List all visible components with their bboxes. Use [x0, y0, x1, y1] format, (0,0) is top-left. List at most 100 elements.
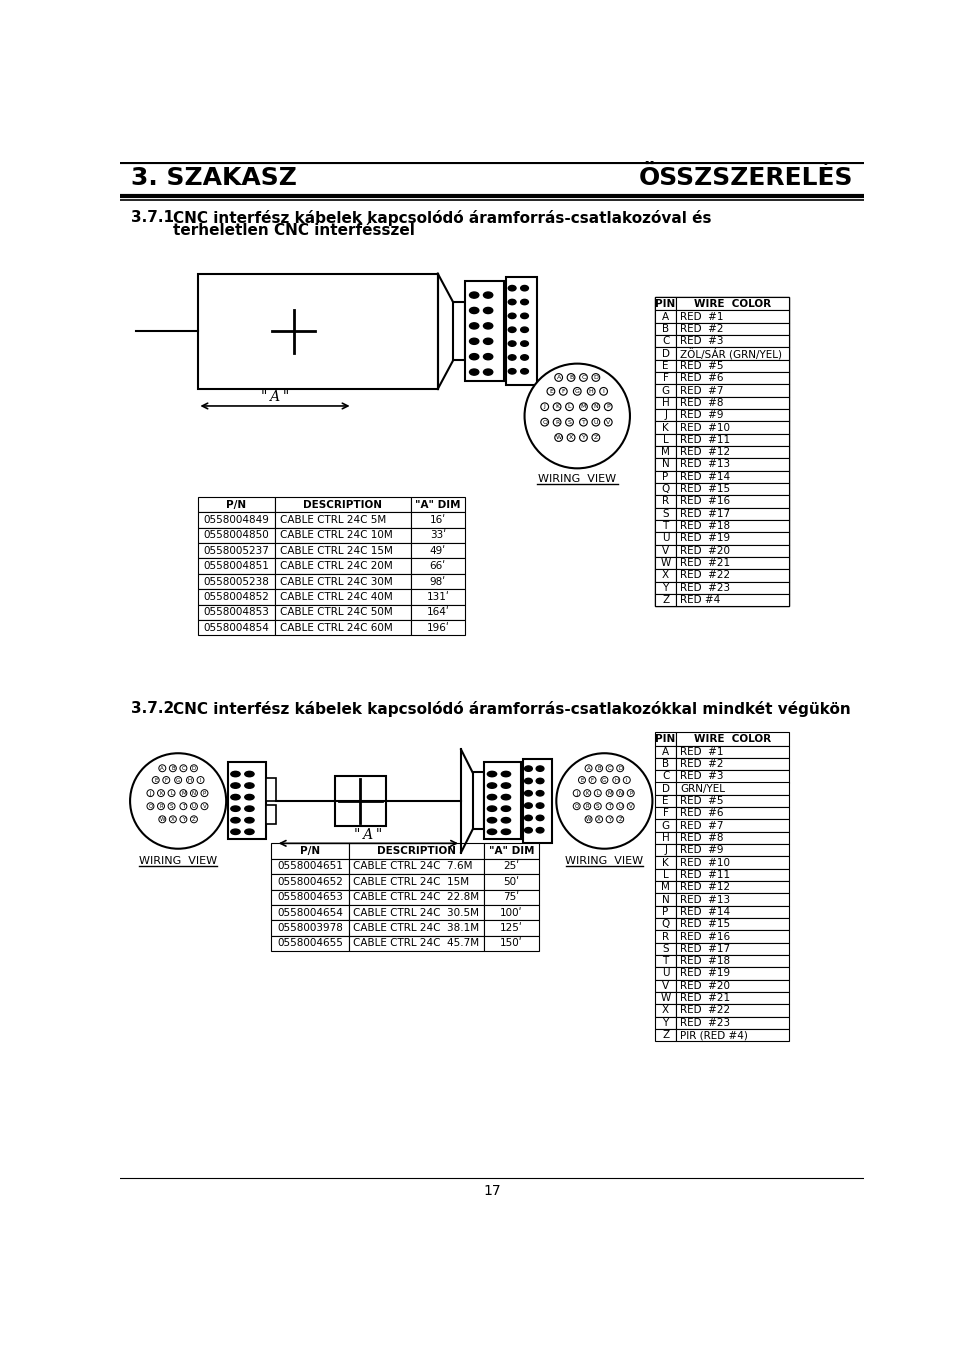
Circle shape: [580, 374, 588, 382]
Circle shape: [565, 418, 573, 426]
Text: CABLE CTRL 24C  15M: CABLE CTRL 24C 15M: [353, 877, 469, 886]
Bar: [677, 1017, 789, 1029]
Ellipse shape: [230, 805, 240, 811]
Bar: [655, 360, 677, 372]
Text: 0558004853: 0558004853: [204, 607, 269, 618]
Text: 0558004850: 0558004850: [204, 530, 269, 541]
Text: R: R: [555, 420, 560, 425]
Text: RED  #17: RED #17: [681, 944, 731, 954]
Text: Y: Y: [662, 583, 669, 592]
Bar: [198, 496, 275, 513]
Bar: [655, 459, 677, 471]
Bar: [275, 573, 411, 590]
Text: RED  #15: RED #15: [681, 919, 731, 929]
Text: N: N: [618, 791, 622, 796]
Circle shape: [594, 789, 601, 797]
Text: T: T: [608, 804, 612, 808]
Text: Q: Q: [575, 804, 579, 808]
Circle shape: [157, 789, 164, 797]
Text: PIN: PIN: [656, 734, 676, 743]
Text: RED  #20: RED #20: [681, 981, 731, 990]
Text: J: J: [543, 405, 545, 409]
Text: 98ʹ: 98ʹ: [430, 576, 445, 587]
Bar: [655, 832, 677, 844]
Text: T: T: [662, 521, 669, 532]
Bar: [348, 874, 484, 889]
Bar: [655, 581, 677, 594]
Text: M: M: [181, 791, 185, 796]
Text: I: I: [626, 777, 628, 782]
Text: G: G: [602, 777, 607, 782]
Text: 0558004852: 0558004852: [204, 592, 269, 602]
Text: D: D: [192, 766, 196, 770]
Circle shape: [606, 816, 613, 823]
Bar: [677, 533, 789, 545]
Circle shape: [153, 777, 159, 784]
Text: L: L: [662, 870, 668, 880]
Text: S: S: [662, 509, 669, 519]
Bar: [655, 881, 677, 893]
Text: M: M: [581, 405, 587, 409]
Text: F: F: [662, 808, 668, 819]
Text: X: X: [569, 434, 573, 440]
Ellipse shape: [230, 772, 240, 777]
Bar: [677, 335, 789, 348]
Bar: [275, 590, 411, 604]
Circle shape: [580, 433, 588, 441]
Text: U: U: [192, 804, 196, 808]
Text: RED  #23: RED #23: [681, 583, 731, 592]
Ellipse shape: [508, 341, 516, 347]
Text: Z: Z: [192, 816, 196, 822]
Text: WIRING  VIEW: WIRING VIEW: [139, 857, 217, 866]
Circle shape: [567, 374, 575, 382]
Bar: [348, 889, 484, 905]
Text: 125ʹ: 125ʹ: [500, 923, 523, 934]
Text: Z: Z: [662, 1031, 669, 1040]
Bar: [655, 569, 677, 581]
Text: 25ʹ: 25ʹ: [503, 862, 519, 871]
Text: DESCRIPTION: DESCRIPTION: [303, 499, 382, 510]
Text: RED  #9: RED #9: [681, 846, 724, 855]
Circle shape: [190, 803, 198, 809]
Bar: [655, 782, 677, 795]
Text: U: U: [661, 969, 669, 978]
Bar: [655, 746, 677, 758]
Text: W: W: [159, 816, 165, 822]
Bar: [677, 758, 789, 770]
Ellipse shape: [520, 341, 528, 347]
Ellipse shape: [484, 339, 492, 344]
Text: E: E: [662, 362, 669, 371]
Text: A: A: [557, 375, 561, 380]
Bar: [271, 936, 348, 951]
Text: 0558003978: 0558003978: [276, 923, 343, 934]
Circle shape: [573, 803, 580, 809]
Text: CABLE CTRL 24C 20M: CABLE CTRL 24C 20M: [279, 561, 393, 571]
Text: Y: Y: [181, 816, 185, 822]
Text: G: G: [176, 777, 180, 782]
Bar: [677, 409, 789, 421]
Text: CABLE CTRL 24C  22.8M: CABLE CTRL 24C 22.8M: [353, 892, 479, 902]
Bar: [198, 544, 275, 558]
Bar: [275, 558, 411, 573]
Bar: [655, 955, 677, 967]
Bar: [655, 795, 677, 807]
Bar: [484, 843, 539, 859]
Text: J: J: [664, 410, 667, 420]
Text: P/N: P/N: [300, 846, 320, 857]
Bar: [655, 519, 677, 533]
Text: RED  #6: RED #6: [681, 374, 724, 383]
Bar: [411, 527, 465, 544]
Text: CABLE CTRL 24C  30.5M: CABLE CTRL 24C 30.5M: [353, 908, 479, 917]
Text: CNC interfész kábelek kapcsolódó áramforrás-csatlakozókkal mindkét végükön: CNC interfész kábelek kapcsolódó áramfor…: [173, 701, 851, 716]
Bar: [677, 384, 789, 397]
Bar: [198, 274, 438, 389]
Text: RED  #9: RED #9: [681, 410, 724, 420]
Ellipse shape: [469, 353, 479, 360]
Text: RED #4: RED #4: [681, 595, 721, 604]
Ellipse shape: [508, 355, 516, 360]
Text: 0558004651: 0558004651: [276, 862, 343, 871]
Ellipse shape: [488, 795, 496, 800]
Circle shape: [158, 816, 166, 823]
Ellipse shape: [520, 313, 528, 318]
Text: CABLE CTRL 24C 30M: CABLE CTRL 24C 30M: [279, 576, 393, 587]
